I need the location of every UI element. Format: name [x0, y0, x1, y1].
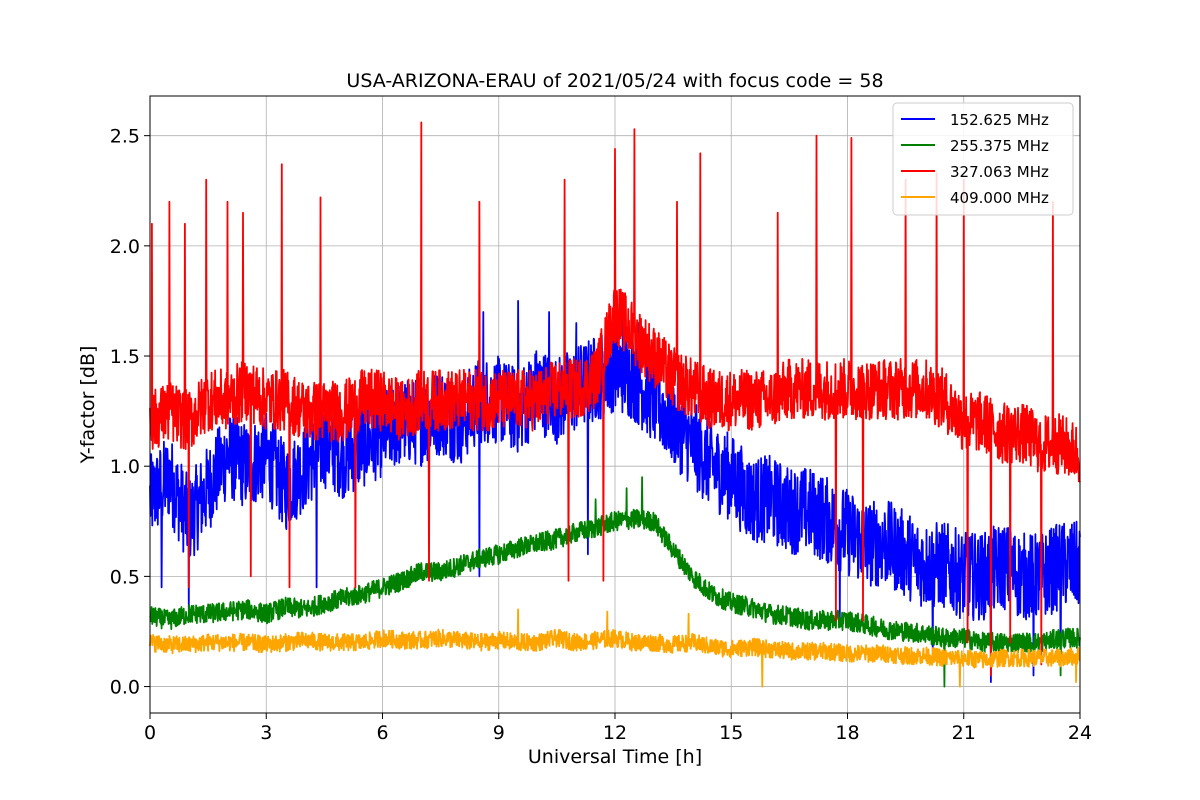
y-tick-label: 2.0: [110, 236, 140, 258]
series-line-1: [149, 300, 1081, 683]
y-axis-label: Y-factor [dB]: [77, 346, 99, 465]
legend: 152.625 MHz 255.375 MHz 327.063 MHz 409.000…: [892, 102, 1074, 216]
legend-label: 409.000 MHz: [950, 189, 1049, 207]
legend-box: [892, 102, 1074, 216]
y-tick-label: 0.0: [110, 677, 140, 699]
series-layer: [149, 121, 1081, 688]
x-tick-label: 12: [603, 722, 627, 744]
x-tick-label: 18: [835, 722, 859, 744]
series-line-3: [149, 121, 1081, 677]
x-tick-label: 9: [493, 722, 505, 744]
legend-label: 255.375 MHz: [950, 137, 1049, 155]
y-tick-label: 1.5: [110, 346, 140, 368]
tick-layer: 0 3 6 9 12 15 18 21 24 0.0 0.5 1.0 1.5 2.0 2.5: [110, 126, 1092, 744]
legend-label: 152.625 MHz: [950, 111, 1049, 129]
x-tick-label: 6: [376, 722, 388, 744]
y-tick-label: 1.0: [110, 456, 140, 478]
x-tick-label: 3: [260, 722, 272, 744]
x-tick-label: 15: [719, 722, 743, 744]
x-tick-label: 0: [144, 722, 156, 744]
series-line-4: [149, 608, 1081, 688]
series-line-2: [149, 476, 1081, 688]
x-axis-label: Universal Time [h]: [528, 746, 702, 768]
x-tick-label: 24: [1068, 722, 1092, 744]
x-tick-label: 21: [952, 722, 976, 744]
chart-title: USA-ARIZONA-ERAU of 2021/05/24 with focu…: [346, 70, 883, 92]
y-tick-label: 0.5: [110, 566, 140, 588]
legend-label: 327.063 MHz: [950, 163, 1049, 181]
y-tick-label: 2.5: [110, 126, 140, 148]
